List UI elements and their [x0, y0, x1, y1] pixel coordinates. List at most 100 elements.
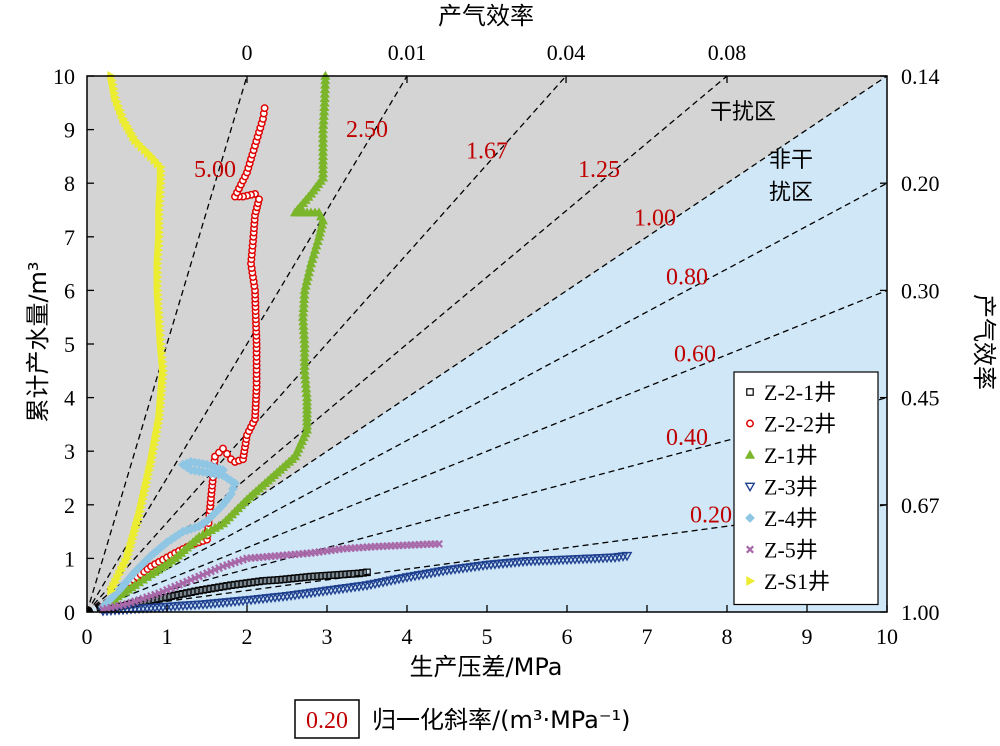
data-point [299, 338, 310, 348]
top-tick-label: 0.08 [708, 40, 747, 65]
data-point [255, 195, 263, 204]
y-tick-label: 7 [64, 225, 75, 250]
top-axis-title: 产气效率 [438, 2, 534, 30]
data-point [199, 586, 207, 594]
reference-line [86, 182, 888, 613]
data-point [263, 576, 271, 585]
data-point [298, 316, 309, 326]
right-tick-label: 0.14 [901, 64, 940, 89]
data-point [319, 572, 327, 580]
data-point [320, 79, 331, 89]
data-point [312, 236, 323, 245]
y-tick-label: 1 [64, 546, 75, 571]
data-point [299, 329, 310, 339]
data-point [207, 584, 215, 593]
y-axis-title: 累计产水量/m³ [24, 261, 52, 422]
right-tick-label: 0.67 [901, 493, 940, 518]
y-tick-label: 2 [64, 493, 75, 518]
data-point [235, 580, 243, 588]
data-point [318, 115, 329, 125]
data-point [317, 155, 329, 165]
data-series [97, 70, 633, 617]
data-point [218, 465, 228, 475]
data-point [167, 592, 175, 600]
y-tick-label: 5 [64, 332, 75, 357]
legend-label: Z-5井 [764, 538, 818, 563]
data-point [307, 253, 318, 263]
data-point [187, 588, 195, 596]
data-point [227, 581, 235, 590]
right-tick-label: 0.20 [901, 171, 940, 196]
data-point [319, 84, 331, 94]
data-point [319, 106, 330, 116]
data-point [159, 593, 167, 602]
data-point [317, 146, 329, 156]
data-point [299, 343, 310, 353]
data-point [317, 142, 329, 152]
legend-marker [746, 575, 756, 587]
data-point [299, 370, 311, 379]
footer-value: 0.20 [306, 708, 348, 734]
data-point [179, 589, 187, 598]
axes: 0 1 2 3 4 5 6 7 8 9 10 0 1 2 3 4 5 6 7 8 9 10 0 0.01 0.04 0.08 0.1… [53, 40, 940, 649]
x-tick-label: 3 [322, 624, 333, 649]
data-point [299, 573, 307, 582]
data-point [251, 578, 259, 586]
x-tick-label: 7 [642, 624, 653, 649]
legend-marker [744, 449, 756, 459]
reference-lines: 5.00 2.50 1.67 1.25 1.00 0.80 0.60 0.40 0.20 干扰区非… [86, 75, 888, 613]
data-point [191, 587, 199, 596]
series-5 [98, 457, 240, 612]
data-point [239, 579, 247, 588]
data-point [301, 392, 313, 402]
y-tick-label: 4 [64, 386, 75, 411]
data-point [311, 572, 319, 581]
legend: Z-2-1井 Z-2-2井 Z-1井 Z-3井 Z-4井 Z-5井 Z-S1井 [733, 371, 879, 606]
data-point [319, 102, 330, 111]
data-point [298, 307, 309, 317]
legend-label: Z-2-1井 [764, 380, 836, 405]
legend-marker [746, 388, 754, 396]
data-point [279, 575, 287, 584]
y-tick-label: 3 [64, 439, 75, 464]
footer-caption-text: 归一化斜率/(m³·MPa⁻¹) [372, 706, 631, 734]
legend-marker [745, 513, 755, 523]
data-point [305, 258, 317, 268]
y-tick-label: 0 [64, 600, 75, 625]
right-axis-title: 产气效率 [970, 294, 998, 390]
data-point [215, 583, 223, 592]
data-point [304, 262, 315, 272]
data-point [355, 569, 363, 578]
top-tick-label: 0.04 [547, 40, 586, 65]
legend-marker [744, 482, 756, 493]
data-point [621, 551, 633, 562]
data-point [299, 347, 310, 357]
data-point [300, 280, 311, 290]
data-point [301, 387, 312, 397]
data-point [297, 311, 309, 321]
data-point [319, 88, 330, 98]
data-point [317, 168, 329, 178]
x-tick-label: 4 [402, 624, 413, 649]
legend-label: Z-1井 [764, 443, 818, 468]
data-point [331, 571, 339, 579]
data-point [267, 576, 275, 585]
data-point [231, 580, 239, 589]
data-point [335, 570, 343, 579]
data-point [317, 137, 329, 147]
data-point [301, 276, 312, 286]
data-point [363, 568, 371, 577]
data-point [300, 374, 311, 384]
reference-line [86, 75, 248, 613]
data-point [255, 577, 263, 586]
right-tick-label: 1.00 [901, 600, 940, 625]
reference-line-label: 2.50 [346, 117, 388, 143]
data-point [315, 572, 323, 580]
reference-line-label: 1.25 [578, 157, 620, 183]
data-point [299, 365, 310, 375]
data-point [298, 303, 309, 312]
data-point [211, 584, 219, 592]
data-point [243, 579, 251, 587]
reference-line-label: 0.80 [666, 264, 708, 290]
